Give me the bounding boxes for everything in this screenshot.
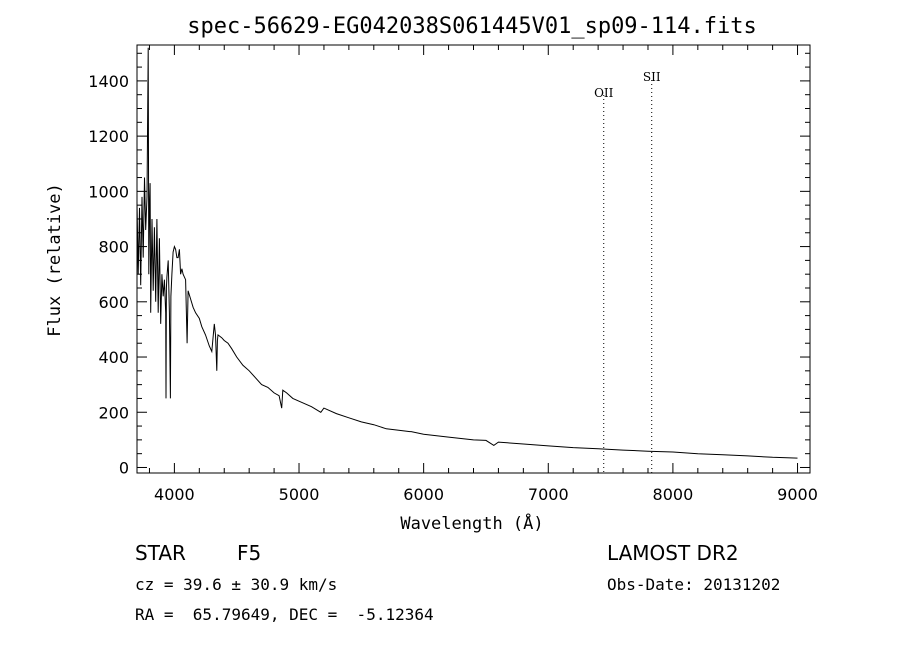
annotation-label: SII	[643, 70, 661, 84]
x-tick-label: 9000	[777, 485, 818, 504]
line-annotations: OII SII	[594, 70, 661, 473]
y-tick-label: 200	[98, 403, 129, 422]
spectrum-line	[136, 47, 798, 459]
plot-frame	[136, 44, 811, 474]
y-axis-label: Flux (relative)	[45, 183, 65, 337]
object-subclass: F5	[237, 541, 261, 565]
y-tick-label: 800	[98, 238, 129, 257]
x-axis-label: Wavelength (Å)	[400, 512, 543, 534]
object-class: STAR	[135, 541, 186, 565]
x-tick-label: 6000	[403, 485, 444, 504]
survey-name: LAMOST DR2	[607, 541, 739, 565]
y-axis: 0 200 400 600 800 1000 1200 1400	[88, 52, 810, 477]
y-tick-label: 0	[119, 458, 129, 477]
y-tick-label: 1000	[88, 182, 129, 201]
y-tick-label: 400	[98, 348, 129, 367]
chart-title: spec-56629-EG042038S061445V01_sp09-114.f…	[187, 14, 757, 39]
y-tick-label: 1200	[88, 127, 129, 146]
x-axis: 4000 5000 6000 7000 8000 9000	[148, 45, 818, 504]
y-tick-label: 600	[98, 293, 129, 312]
x-tick-label: 8000	[653, 485, 694, 504]
annotation-label: OII	[594, 86, 614, 100]
y-tick-label: 1400	[88, 72, 129, 91]
coordinates: RA = 65.79649, DEC = -5.12364	[135, 605, 434, 624]
x-tick-label: 5000	[279, 485, 320, 504]
redshift-cz: cz = 39.6 ± 30.9 km/s	[135, 575, 337, 594]
x-tick-label: 7000	[528, 485, 569, 504]
observation-date: Obs-Date: 20131202	[607, 575, 780, 594]
x-tick-label: 4000	[154, 485, 195, 504]
